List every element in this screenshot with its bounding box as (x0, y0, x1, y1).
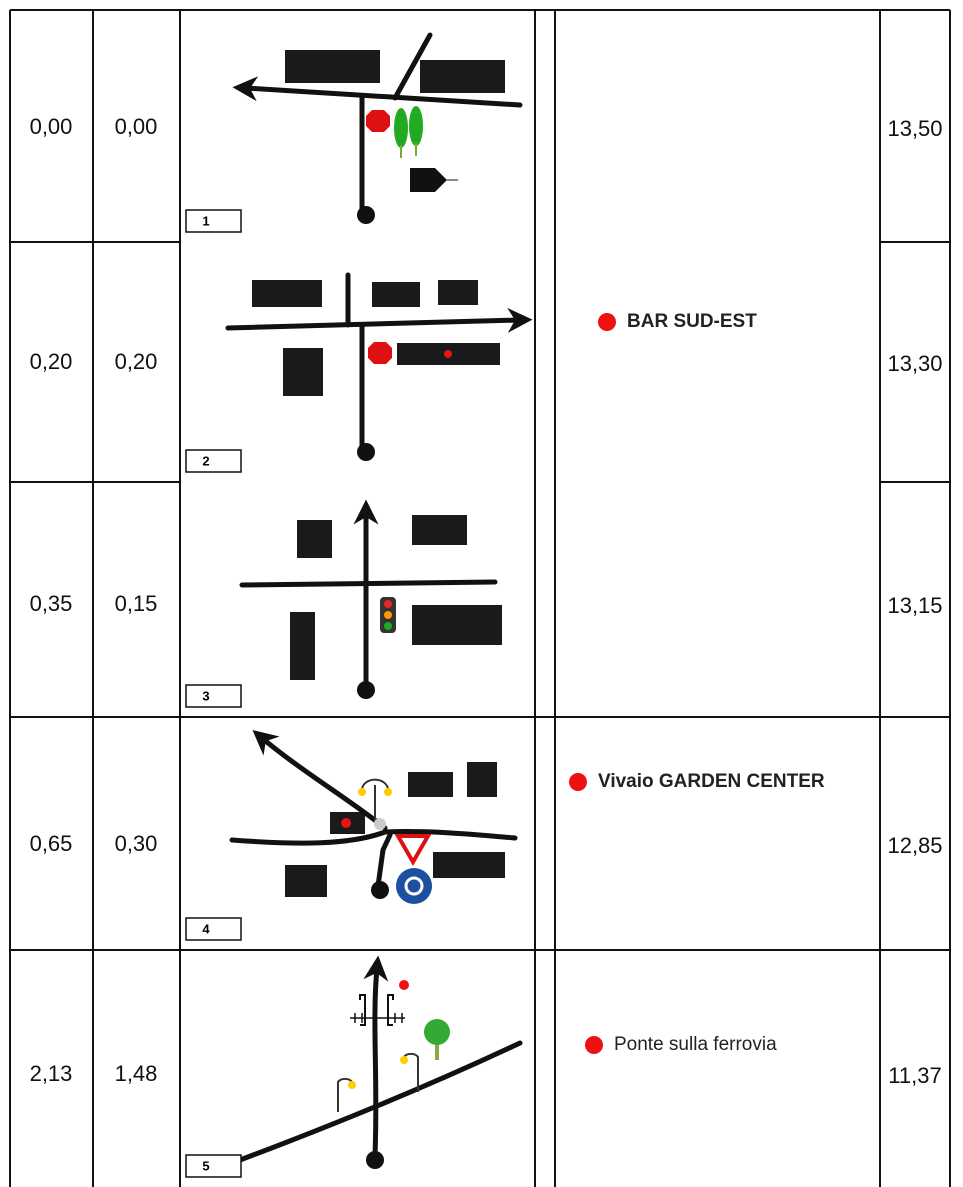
table-grid (9, 9, 951, 1187)
partial-distance: 0,00 (115, 114, 158, 139)
partial-distance: 0,15 (115, 591, 158, 616)
total-distance: 0,20 (30, 349, 73, 374)
table-content: 0,00 0,00 13,50 1 0,20 0,20 13,30 2 0,35 0,15 13,1… (30, 114, 943, 1178)
partial-distance: 0,20 (115, 349, 158, 374)
total-distance: 0,35 (30, 591, 73, 616)
step-box (185, 917, 242, 941)
note-text: Vivaio GARDEN CENTER (598, 771, 825, 792)
step-number: 2 (202, 453, 209, 468)
step-box (185, 1154, 242, 1178)
diagram-3 (239, 499, 502, 699)
note-text: Ponte sulla ferrovia (614, 1034, 777, 1055)
step-number: 4 (202, 921, 210, 936)
note-marker (569, 773, 587, 791)
note-marker (598, 313, 616, 331)
diagram-4 (229, 729, 518, 904)
partial-distance: 1,48 (115, 1061, 158, 1086)
step-number: 1 (202, 213, 209, 228)
remaining-distance: 13,50 (887, 116, 942, 141)
remaining-distance: 13,30 (887, 351, 942, 376)
total-distance: 0,65 (30, 831, 73, 856)
step-box (185, 449, 242, 473)
remaining-distance: 13,15 (887, 593, 942, 618)
diagram-1 (232, 32, 523, 224)
partial-distance: 0,30 (115, 831, 158, 856)
remaining-distance: 11,37 (888, 1063, 941, 1088)
note-text: BAR SUD-EST (627, 311, 757, 332)
total-distance: 0,00 (30, 114, 73, 139)
diagram-5 (237, 955, 523, 1169)
diagram-2 (225, 272, 533, 461)
step-number: 3 (202, 688, 209, 703)
remaining-distance: 12,85 (887, 833, 942, 858)
total-distance: 2,13 (30, 1061, 73, 1086)
note-marker (585, 1036, 603, 1054)
step-number: 5 (202, 1158, 209, 1173)
step-box (185, 684, 242, 708)
step-box (185, 209, 242, 233)
